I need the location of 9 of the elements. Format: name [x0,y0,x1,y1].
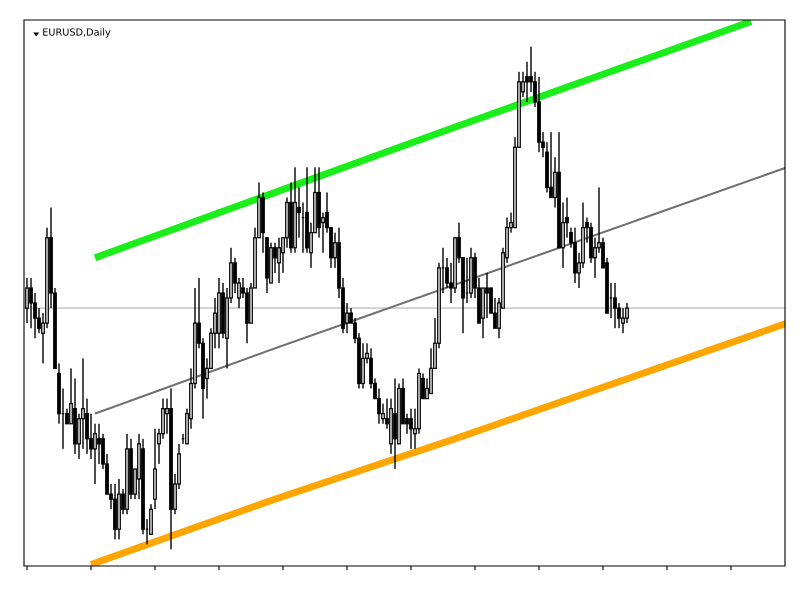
chart-title: EURUSD,Daily [43,28,110,38]
candlestick [409,408,413,450]
candlestick [485,272,489,319]
candlestick [277,237,281,284]
candlestick [525,61,529,103]
candlestick [613,282,617,329]
candlestick [549,131,553,198]
candlestick [621,307,625,334]
candlestick [97,423,101,465]
